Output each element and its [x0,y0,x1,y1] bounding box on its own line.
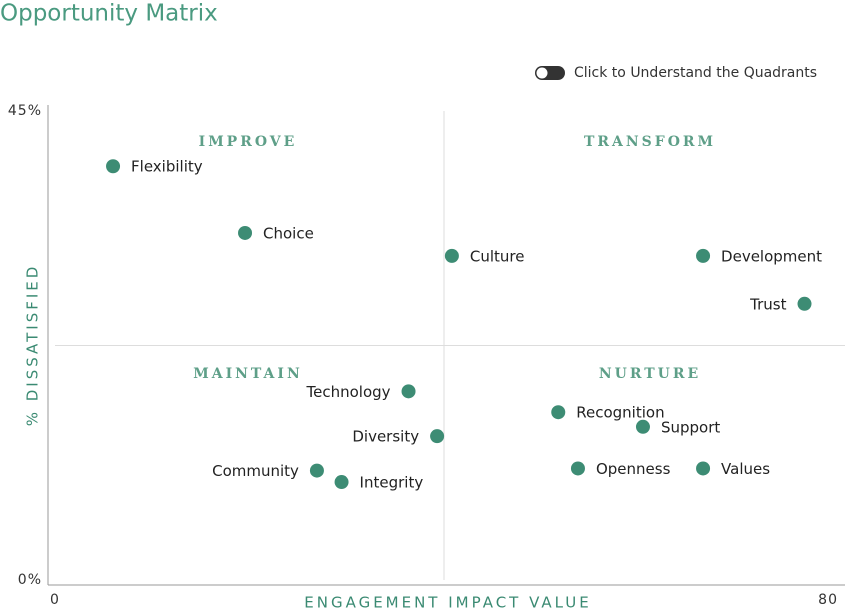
data-point [430,429,445,444]
data-point [797,296,812,311]
data-point [401,384,416,399]
point-label: Integrity [360,474,424,492]
data-point [551,405,566,420]
data-point [334,475,349,490]
y-tick-label: 0% [18,572,42,588]
data-point [238,225,253,240]
toggle-label[interactable]: Click to Understand the Quadrants [574,65,817,81]
data-point [635,419,650,434]
quadrant-label: IMPROVE [199,134,298,150]
chart-title: Opportunity Matrix [0,1,218,27]
point-label: Choice [263,224,314,242]
x-tick-label: 0 [50,592,60,608]
x-tick-label: 80 [818,592,838,608]
point-label: Trust [749,295,786,313]
quadrant-toggle[interactable]: Click to Understand the Quadrants [535,65,817,81]
x-axis-title: ENGAGEMENT IMPACT VALUE [304,594,591,612]
data-point [570,461,585,476]
point-label: Support [661,418,720,436]
quadrant-label: NURTURE [599,366,701,382]
quadrant-label: TRANSFORM [584,134,716,150]
data-point [696,461,711,476]
quadrant-label: MAINTAIN [193,366,303,382]
data-point [309,463,324,478]
y-axis-title: % DISSATISFIED [24,264,42,427]
point-label: Development [721,247,822,265]
point-label: Flexibility [131,158,203,176]
point-label: Culture [470,247,525,265]
y-tick-label: 45% [8,103,42,119]
point-label: Diversity [352,428,419,446]
point-label: Community [212,462,299,480]
data-point [696,248,711,263]
data-point [444,248,459,263]
point-label: Recognition [576,404,664,422]
data-point [106,159,121,174]
point-label: Openness [596,460,671,478]
toggle-knob[interactable] [536,67,548,79]
point-label: Values [721,460,770,478]
point-label: Technology [306,383,391,401]
